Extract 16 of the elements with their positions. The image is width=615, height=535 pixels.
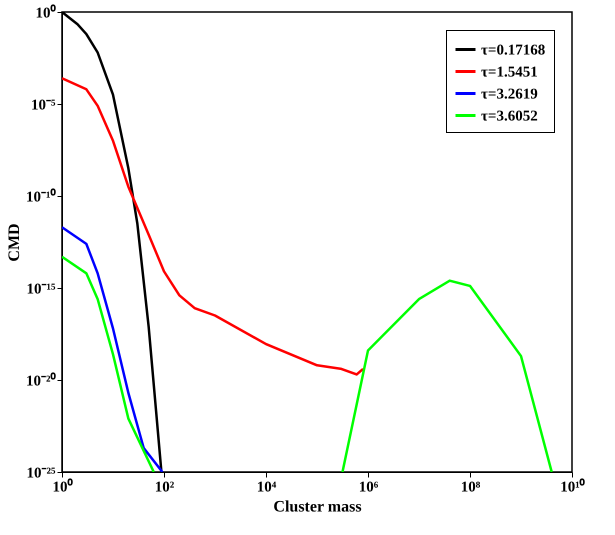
x-tick-label: 10⁶ (358, 480, 379, 496)
legend-label: τ=1.5451 (481, 64, 538, 80)
legend-label: τ=3.2619 (481, 86, 538, 102)
y-tick-label: 10⁻¹⁰ (26, 188, 56, 206)
legend-label: τ=3.6052 (481, 108, 538, 124)
y-tick-label: 10⁰ (36, 4, 56, 22)
x-tick-label: 10² (154, 480, 175, 496)
y-tick-label: 10⁻⁵ (31, 98, 56, 114)
legend-label: τ=0.17168 (481, 42, 546, 58)
y-tick-label: 10⁻¹⁵ (26, 282, 56, 298)
x-tick-label: 10⁸ (460, 480, 481, 496)
x-axis-title: Cluster mass (273, 498, 362, 516)
x-tick-label: 10⁴ (256, 480, 277, 496)
x-tick-label: 10¹⁰ (560, 478, 586, 496)
y-axis-title: CMD (6, 223, 24, 262)
y-tick-label: 10⁻²⁰ (26, 372, 56, 390)
